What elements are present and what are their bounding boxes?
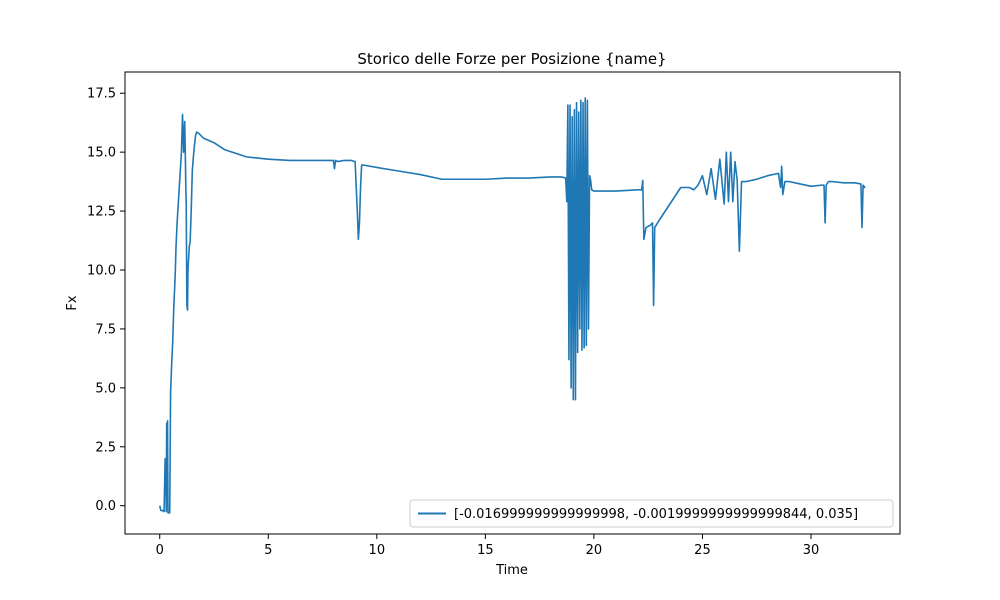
legend-label: [-0.016999999999999998, -0.0019999999999… [454,507,858,522]
x-axis: 0 5 10 15 20 25 30 [156,534,820,558]
plot-frame [124,71,901,535]
x-tick-label: 20 [586,543,603,558]
x-axis-label: Time [495,563,528,578]
plot-area [124,71,901,535]
y-tick-label: 17.5 [87,87,116,102]
y-tick-label: 15.0 [87,146,116,161]
y-axis: 0.0 2.5 5.0 7.5 10.0 12.5 15.0 17.5 [87,87,125,514]
series-line [158,97,866,514]
y-tick-label: 7.5 [95,322,116,337]
y-tick-label: 5.0 [95,381,116,396]
y-tick-label: 10.0 [87,264,116,279]
legend: [-0.016999999999999998, -0.0019999999999… [409,499,894,528]
y-axis-label: Fx [65,295,80,310]
series-layer [158,97,866,514]
y-tick-label: 12.5 [87,205,116,220]
x-tick-label: 0 [156,543,164,558]
chart-title: Storico delle Forze per Posizione {name} [357,50,666,68]
y-tick-label: 0.0 [95,499,116,514]
legend-box [409,499,894,528]
x-tick-label: 5 [264,543,272,558]
y-tick-label: 2.5 [95,440,116,455]
x-tick-label: 25 [694,543,711,558]
x-tick-label: 30 [803,543,820,558]
x-tick-label: 10 [369,543,386,558]
x-tick-label: 15 [477,543,494,558]
